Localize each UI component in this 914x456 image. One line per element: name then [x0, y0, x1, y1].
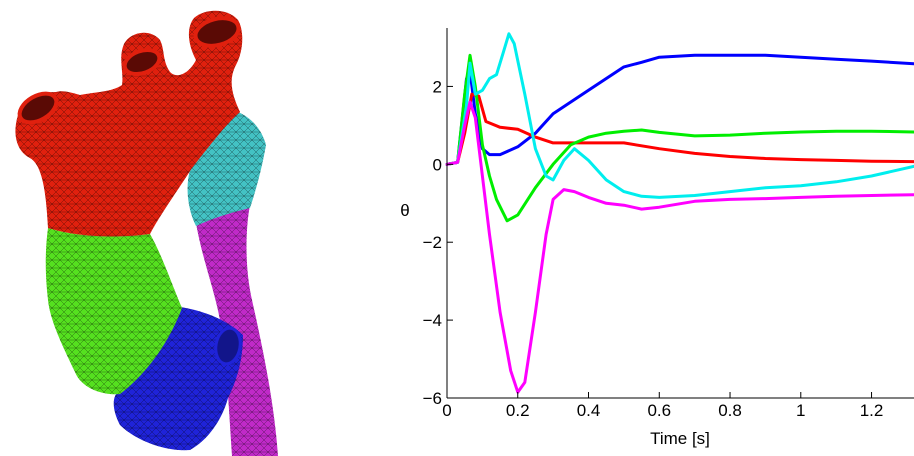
axes: 0 0.2 0.4 0.6 0.8 1 1.2 −6 −4 −2 0 2	[423, 28, 914, 420]
y-axis-label: θ	[400, 201, 409, 220]
series-line-5	[445, 100, 914, 394]
series-layer	[445, 32, 914, 394]
x-tick-label: 0	[442, 401, 451, 420]
x-tick-label: 1	[796, 401, 805, 420]
series-line-4	[445, 32, 914, 199]
outlet-middle-opening	[122, 47, 162, 77]
inlet-opening	[214, 326, 242, 366]
outlet-right-opening	[193, 16, 241, 48]
vessel-mesh-illustration	[15, 10, 278, 456]
y-tick-label: −4	[423, 311, 442, 330]
x-tick-label: 0.8	[718, 401, 742, 420]
y-tick-label: 2	[433, 77, 442, 96]
x-tick-label: 0.6	[647, 401, 671, 420]
x-tick-label: 1.2	[860, 401, 884, 420]
x-tick-label: 0.2	[506, 401, 530, 420]
y-tick-label: 0	[433, 155, 442, 174]
x-axis-label: Time [s]	[650, 429, 710, 448]
y-tick-label: −2	[423, 233, 442, 252]
outlet-left-opening	[17, 91, 59, 125]
series-line-2	[445, 92, 914, 166]
x-tick-label: 0.4	[577, 401, 601, 420]
y-tick-label: −6	[423, 389, 442, 408]
theta-time-chart: 0 0.2 0.4 0.6 0.8 1 1.2 −6 −4 −2 0 2 Time [s] θ	[400, 28, 914, 448]
series-line-1	[445, 53, 914, 166]
